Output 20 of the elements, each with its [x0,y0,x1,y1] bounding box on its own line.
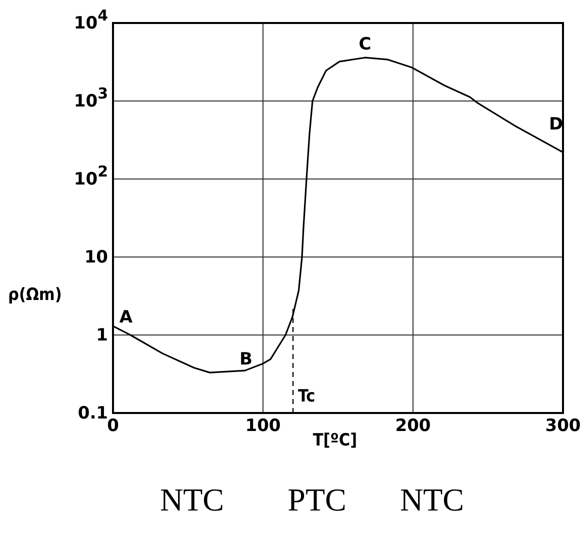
y-tick-label: 10$^{3}$ [74,84,108,112]
x-tick-label: 100 [245,416,281,436]
ref-line-label: Tc [298,386,316,406]
x-tick-label: 0 [107,416,119,436]
text: PTC [288,482,346,518]
x-tick-label: 300 [545,416,581,436]
annotation: B [240,350,252,370]
y-tick-label: 0.1 [78,403,108,424]
y-axis-title: ρ(Ωm) [8,285,62,306]
y-tick-label: 10$^{2}$ [74,162,108,190]
annotation: C [358,34,372,54]
x-tick-label: 200 [395,416,431,436]
y-tick-label: 1 [96,325,108,346]
annotation: D [548,114,564,134]
y-tick-label: 10$^{4}$ [74,6,108,34]
x-axis-title: T[ºC] [312,430,358,450]
text: NTC [400,482,464,518]
text: NTC [160,482,224,518]
y-tick-label: 10 [84,247,108,268]
annotation: A [119,308,133,328]
